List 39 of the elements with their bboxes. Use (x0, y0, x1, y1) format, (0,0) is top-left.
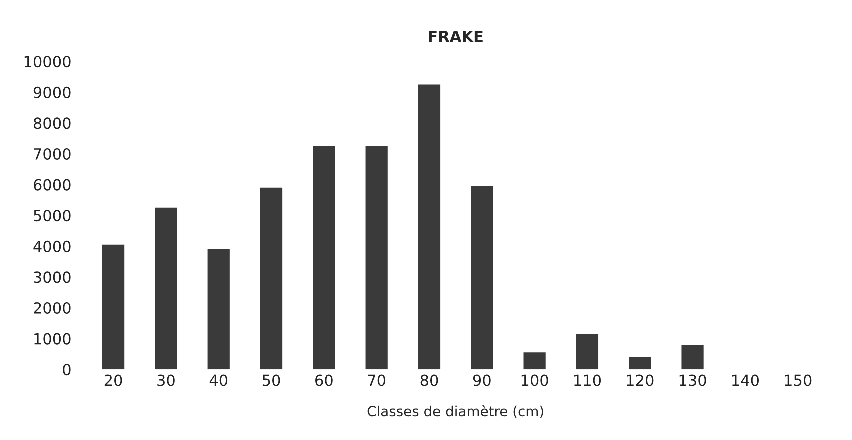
chart-title: FRAKE (429, 31, 483, 42)
x-tick-label: 20 (104, 374, 122, 386)
x-tick-label: 50 (262, 374, 280, 386)
y-tick-label: 6000 (34, 179, 71, 191)
y-tick-label: 7000 (34, 148, 71, 160)
y-tick-label: 3000 (34, 272, 71, 284)
y-tick-label: 8000 (34, 118, 71, 130)
bar (260, 188, 283, 370)
bar (102, 244, 125, 370)
y-tick-label: 10000 (24, 56, 71, 68)
x-tick-label: 40 (210, 374, 228, 386)
bar (418, 84, 441, 370)
bar (471, 186, 494, 370)
x-tick-label: 30 (158, 374, 175, 386)
x-tick-label: 120 (627, 374, 654, 386)
bar (155, 208, 178, 370)
x-tick-label: 60 (316, 374, 333, 386)
bar (682, 344, 704, 370)
bar (208, 249, 230, 370)
bar (576, 334, 599, 370)
y-tick-label: 2000 (34, 302, 71, 314)
y-tick-label: 4000 (34, 240, 71, 252)
y-tick-label: 9000 (34, 86, 71, 98)
x-tick-label: 140 (732, 374, 760, 386)
bar (366, 146, 388, 370)
x-tick-label: 150 (785, 374, 812, 386)
y-tick-label: 0 (63, 364, 71, 376)
x-tick-label: 110 (574, 374, 602, 386)
bar (313, 146, 336, 370)
x-tick-label: 80 (420, 374, 438, 386)
bar (524, 352, 546, 370)
x-tick-label: 90 (473, 374, 491, 386)
x-tick-label: 130 (680, 374, 706, 386)
x-tick-label: 100 (522, 374, 548, 386)
y-tick-label: 5000 (34, 210, 71, 222)
x-axis-title: Classes de diamètre (cm) (368, 405, 544, 418)
x-tick-label: 70 (368, 374, 386, 386)
bar (629, 357, 652, 370)
y-tick-label: 1000 (34, 333, 71, 345)
